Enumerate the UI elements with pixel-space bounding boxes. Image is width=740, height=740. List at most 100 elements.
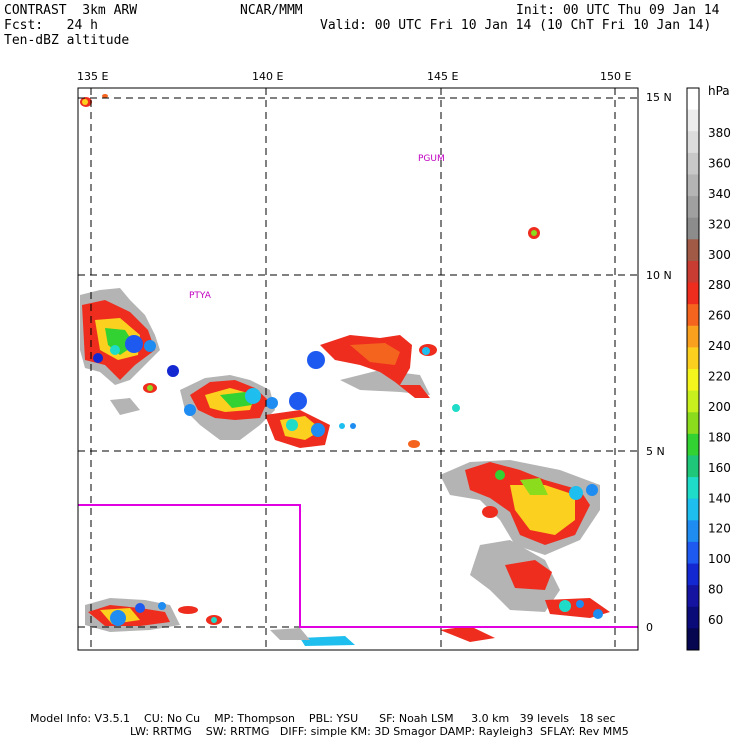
echo-cell [93,353,103,363]
echo-cell [586,484,598,496]
echo-cell [452,404,460,412]
echo-cell [311,423,325,437]
colorbar-swatch [687,152,699,175]
colorbar [686,87,700,651]
colorbar-swatch [687,563,699,586]
echo-cell [307,351,325,369]
colorbar-swatch [687,109,699,132]
echo-cell [102,94,108,98]
colorbar-label: 60 [708,613,723,627]
echo-cell [350,343,400,365]
echo-cell [510,485,575,535]
echo-cell [440,626,495,642]
lat-lon-grid [78,88,638,650]
echo-cell [320,335,430,398]
colorbar-swatch [687,520,699,543]
echo-cell [147,385,153,391]
colorbar-swatch [687,433,699,456]
lat-label-10n: 10 N [646,269,672,282]
colorbar-swatch [687,498,699,521]
echo-cell [110,398,140,415]
colorbar-swatch [687,477,699,500]
echo-cell [300,636,355,646]
echo-cell [505,560,552,590]
colorbar-label: 240 [708,339,731,353]
echo-cell [559,600,571,612]
colorbar-swatch [687,412,699,435]
colorbar-label: 380 [708,126,731,140]
colorbar-swatch [687,282,699,305]
valid-time: Valid: 00 UTC Fri 10 Jan 14 (10 ChT Fri … [320,18,712,33]
center-label: NCAR/MMM [240,3,303,18]
colorbar-swatch [687,196,699,219]
colorbar-swatch [687,455,699,478]
colorbar-swatch [687,174,699,197]
colorbar-swatch [687,369,699,392]
colorbar-label: 120 [708,522,731,536]
echo-cell [576,600,584,608]
echo-cell [531,230,537,236]
echo-cell [482,506,498,518]
lon-label-140: 140 E [252,70,284,83]
echo-cell [178,606,198,614]
colorbar-label: 260 [708,309,731,323]
colorbar-label: 340 [708,187,731,201]
forecast-hour: Fcst: 24 h [4,18,98,33]
colorbar-unit: hPa [708,84,730,98]
colorbar-labels: 380 360 340 320 300 280 260 240 220 200 180 160 140 1… [708,126,731,627]
nested-domain-boundary [78,504,638,628]
echo-cell [245,388,261,404]
colorbar-border [686,87,700,651]
colorbar-swatch [687,217,699,240]
echo-cell [339,423,345,429]
echo-cell [266,397,278,409]
lat-label-0: 0 [646,621,653,634]
colorbar-swatch [687,325,699,348]
echo-cell [82,99,88,105]
echo-cell [270,628,310,640]
echo-cell [422,347,430,355]
colorbar-label: 80 [708,583,723,597]
colorbar-label: 100 [708,552,731,566]
echo-cell [593,609,603,619]
colorbar-label: 360 [708,156,731,170]
field-name: Ten-dBZ altitude [4,33,130,48]
echo-cell [408,440,420,448]
echo-cell [184,404,196,416]
echo-cell [350,423,356,429]
colorbar-swatch [687,585,699,608]
lon-label-145: 145 E [427,70,459,83]
echo-cell [211,617,217,623]
colorbar-label: 220 [708,370,731,384]
colorbar-label: 200 [708,400,731,414]
plot-frame [77,87,639,651]
echo-cell [520,478,548,495]
colorbar-label: 140 [708,491,731,505]
station-pgum: PGUM [418,154,445,164]
station-ptya: PTYA [189,291,212,301]
echo-cell [220,392,252,408]
echo-cell [495,470,505,480]
colorbar-swatch [687,541,699,565]
colorbar-swatch [687,131,699,154]
echo-cell [110,610,126,626]
echo-cell [289,392,307,410]
colorbar-swatch [687,347,699,370]
lat-label-5n: 5 N [646,445,665,458]
echo-cell [144,340,156,352]
echo-cell [135,603,145,613]
model-info-line2: LW: RRTMG SW: RRTMG DIFF: simple KM: 3D … [130,725,629,738]
echo-field [80,94,610,646]
colorbar-label: 280 [708,278,731,292]
lon-label-135: 135 E [77,70,109,83]
colorbar-swatch [687,260,699,284]
echo-cell [158,602,166,610]
colorbar-label: 160 [708,461,731,475]
colorbar-label: 320 [708,217,731,231]
colorbar-label: 300 [708,248,731,262]
echo-cell [110,345,120,355]
init-time: Init: 00 UTC Thu 09 Jan 14 [516,3,720,18]
echo-cell [286,419,298,431]
echo-cell [125,335,143,353]
